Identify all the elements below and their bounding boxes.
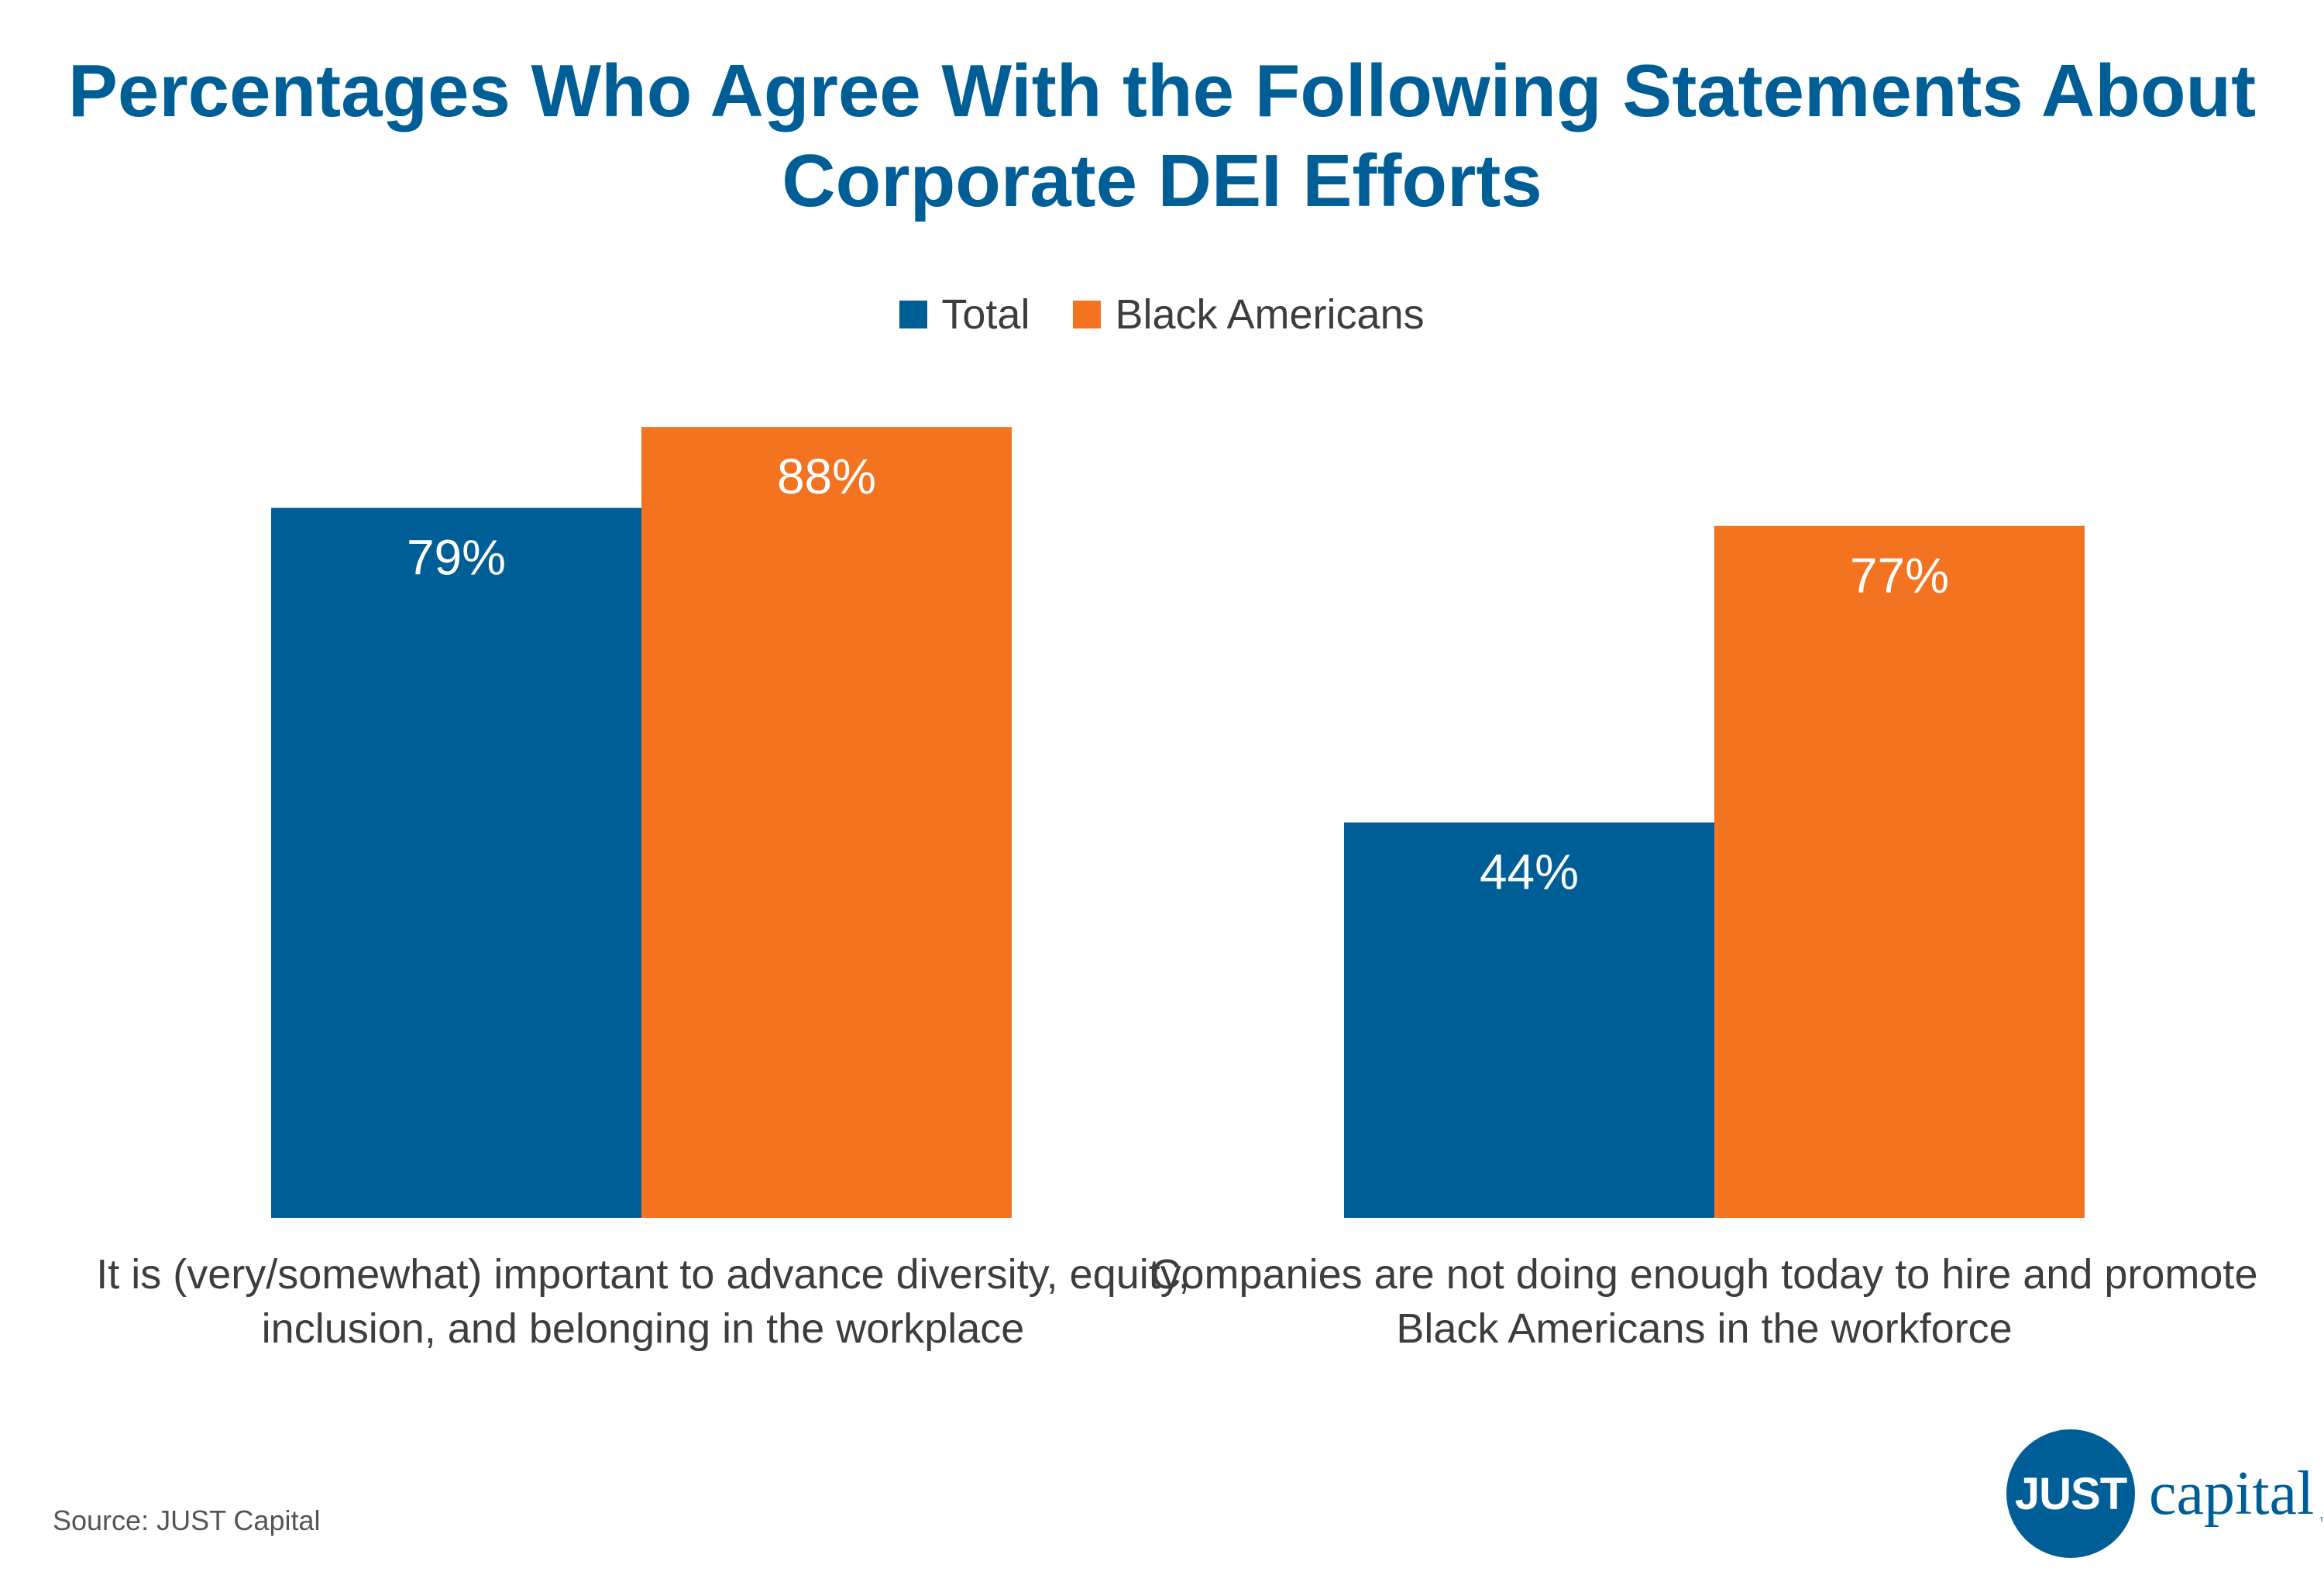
- logo-mark: JUST: [2006, 1429, 2135, 1558]
- legend-item-total: Total: [899, 291, 1030, 339]
- data-label-total-1: 79%: [407, 530, 506, 586]
- chart-title-line-1: Percentages Who Agree With the Following…: [67, 50, 2257, 132]
- bar-total-2: [1344, 822, 1714, 1218]
- source-note: Source: JUST Capital: [53, 1505, 321, 1536]
- just-capital-logo: JUST capital ™: [2006, 1429, 2324, 1558]
- category-label-2-line-1: Companies are not doing enough today to …: [1150, 1251, 2258, 1298]
- legend: Total Black Americans: [0, 291, 2324, 339]
- bar-black-americans-2: [1714, 525, 2085, 1218]
- legend-label-black-americans: Black Americans: [1115, 291, 1425, 338]
- bar-black-americans-1: [641, 427, 1012, 1218]
- legend-item-black-americans: Black Americans: [1073, 291, 1425, 339]
- chart-title-line-2: Corporate DEI Efforts: [782, 139, 1542, 222]
- legend-swatch-total: [899, 301, 928, 328]
- chart-title: Percentages Who Agree With the Following…: [0, 46, 2324, 226]
- logo-trademark: ™: [2319, 1515, 2324, 1527]
- legend-swatch-black-americans: [1073, 301, 1102, 328]
- bar-total-1: [271, 507, 641, 1218]
- logo-wordmark: capital: [2149, 1459, 2315, 1528]
- category-label-1-line-2: inclusion, and belonging in the workplac…: [261, 1305, 1025, 1352]
- data-label-black-americans-1: 88%: [777, 449, 876, 504]
- data-label-total-2: 44%: [1480, 844, 1579, 900]
- category-label-1-line-1: It is (very/somewhat) important to advan…: [96, 1251, 1190, 1298]
- category-label-1: It is (very/somewhat) important to advan…: [62, 1247, 1224, 1356]
- data-label-black-americans-2: 77%: [1850, 548, 1949, 604]
- category-label-2-line-2: Black Americans in the workforce: [1396, 1305, 2013, 1352]
- category-label-2: Companies are not doing enough today to …: [1139, 1247, 2270, 1356]
- legend-label-total: Total: [941, 291, 1030, 338]
